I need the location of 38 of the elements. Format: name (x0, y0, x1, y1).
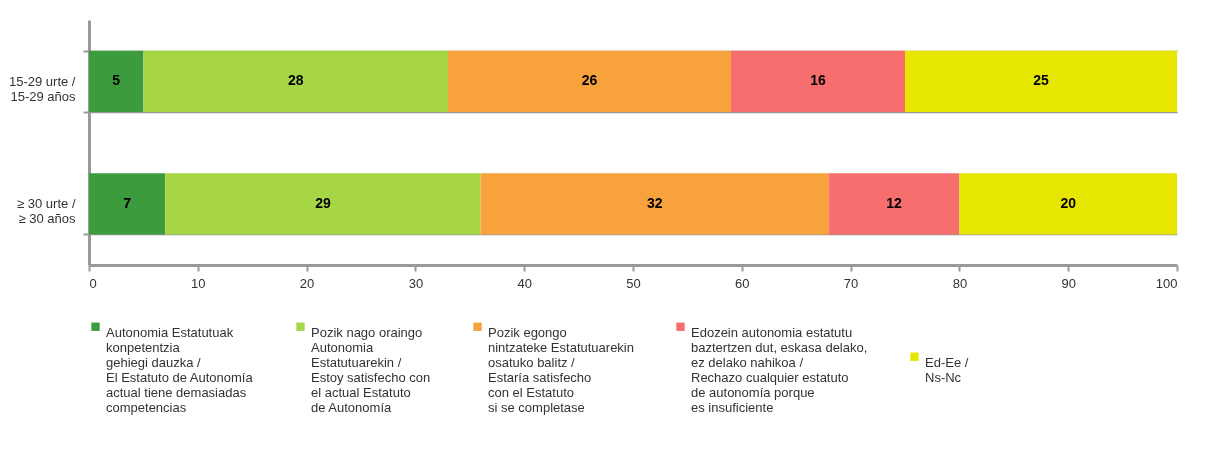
bar (959, 173, 1177, 235)
bar (89, 50, 144, 112)
bar (905, 50, 1177, 112)
data-label: 16 (810, 72, 826, 89)
x-tick-label: 90 (1061, 275, 1076, 291)
data-label: 32 (646, 194, 663, 211)
data-label: 25 (1033, 72, 1049, 89)
bar (448, 50, 731, 112)
x-tick-label: 0 (89, 275, 97, 291)
y-tick-label: 15-29 urte / 15-29 años (9, 73, 76, 104)
x-tick-label: 10 (191, 275, 206, 291)
legend-label: Autonomia Estatutuak konpetentzia gehiegi dauzka / El Estatuto de Autonomía actual tiene demasiadas competencias (106, 324, 254, 415)
bar (143, 50, 449, 112)
x-tick-label: 100 (1155, 275, 1178, 291)
data-label: 5 (112, 72, 121, 89)
legend-label: Pozik nago oraingo Autonomia Estatutuarekin / Estoy satisfecho con el actual Estatuto de Autonomía (311, 324, 431, 415)
x-tick-label: 40 (517, 275, 532, 291)
bar (89, 173, 166, 235)
x-tick-label: 80 (952, 275, 968, 291)
bar (165, 173, 481, 235)
data-label: 20 (1060, 194, 1077, 211)
data-label: 7 (123, 194, 132, 211)
x-tick-label: 50 (626, 275, 641, 291)
bar (730, 50, 905, 112)
data-label: 26 (581, 72, 598, 89)
data-label: 28 (287, 72, 304, 89)
x-tick-label: 60 (735, 275, 750, 291)
y-tick-label: ≥ 30 urte / ≥ 30 años (17, 196, 76, 227)
data-label: 12 (886, 194, 903, 211)
legend-label: Ed-Ee / Ns-Nc (925, 354, 969, 385)
x-tick-label: 70 (843, 275, 859, 291)
data-label: 29 (315, 194, 331, 211)
legend-label: Edozein autonomia estatutu baztertzen dut, eskasa delako, ez delako nahikoa / Rechazo cualquier estatuto de autonomía porque es insuficiente (691, 324, 868, 415)
bar (828, 173, 960, 235)
legend-label: Pozik egongo nintzateke Estatutuarekin osatuko balitz / Estaría satisfecho con el Estatuto si se completase (488, 324, 634, 415)
x-tick-label: 30 (408, 275, 424, 291)
bar (480, 173, 829, 235)
x-tick-label: 20 (299, 275, 315, 291)
